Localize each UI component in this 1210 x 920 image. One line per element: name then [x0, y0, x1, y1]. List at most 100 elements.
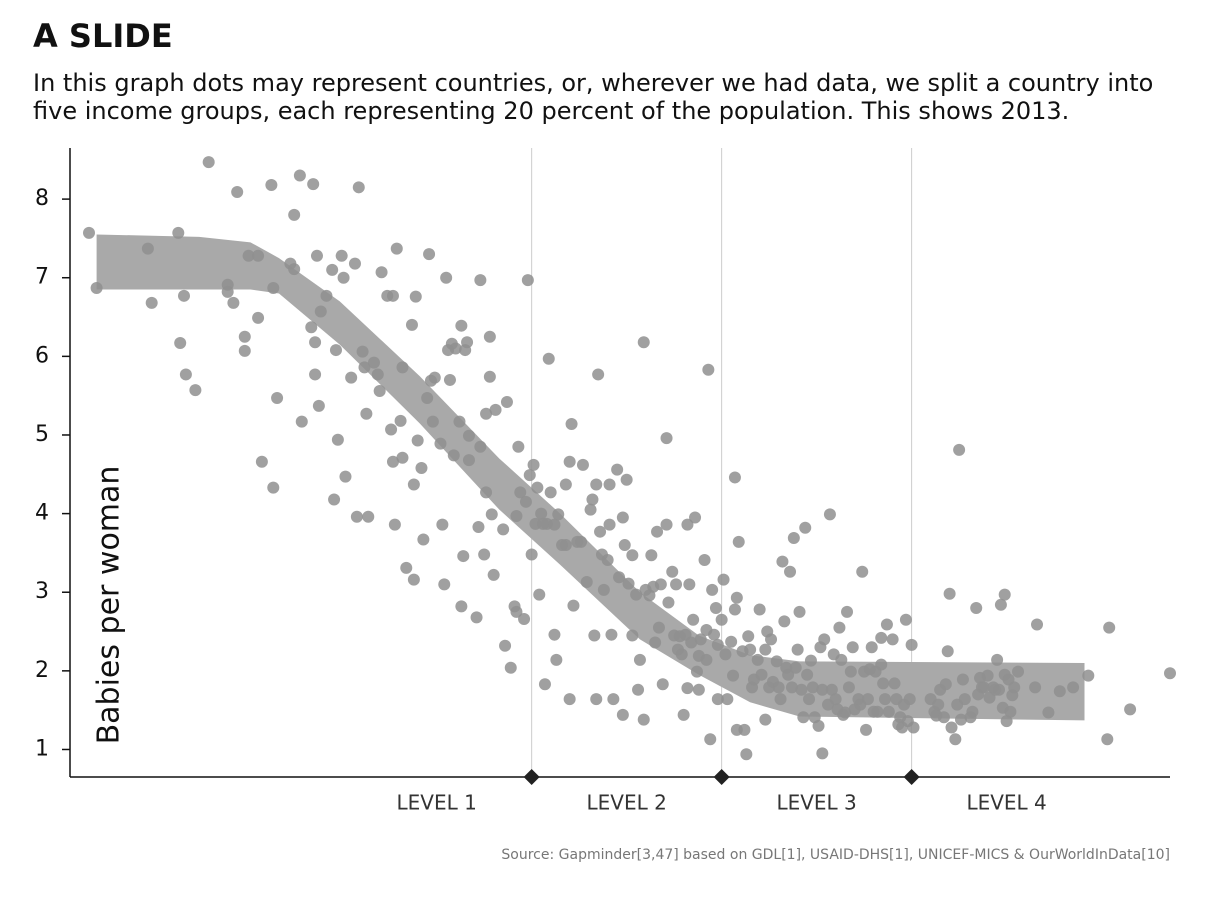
dot — [525, 548, 538, 561]
dot — [806, 681, 819, 694]
dot — [787, 531, 800, 544]
dot — [816, 747, 829, 760]
dot — [348, 257, 361, 270]
y-tick-label: 5 — [35, 422, 49, 447]
y-tick-label: 3 — [35, 579, 49, 604]
dot — [1164, 667, 1176, 680]
dot — [434, 437, 447, 450]
dot — [172, 226, 185, 239]
dot — [715, 613, 728, 626]
level-label: LEVEL 4 — [966, 791, 1046, 815]
dot — [411, 434, 424, 447]
dot — [145, 296, 158, 309]
dot — [666, 565, 679, 578]
dot — [645, 549, 658, 562]
dot — [652, 621, 665, 634]
dot — [651, 525, 664, 538]
dot — [485, 508, 498, 521]
dot — [309, 336, 322, 349]
dot — [949, 733, 962, 746]
dot — [882, 705, 895, 718]
dot — [385, 423, 398, 436]
dot — [455, 600, 468, 613]
dot — [497, 523, 510, 536]
dot — [905, 638, 918, 651]
dot — [685, 636, 698, 649]
dot — [932, 698, 945, 711]
dot — [991, 653, 1004, 666]
dot — [312, 399, 325, 412]
dot — [886, 633, 899, 646]
dot — [358, 361, 371, 374]
dot — [804, 654, 817, 667]
dot — [544, 486, 557, 499]
dot — [605, 628, 618, 641]
dot — [875, 658, 888, 671]
dot — [265, 178, 278, 191]
dot — [179, 368, 192, 381]
dot — [616, 511, 629, 524]
dot — [594, 525, 607, 538]
dot — [956, 673, 969, 686]
dot — [521, 274, 534, 287]
dot — [708, 628, 721, 641]
dot — [865, 641, 878, 654]
dot — [711, 638, 724, 651]
dot — [480, 486, 493, 499]
dot — [542, 352, 555, 365]
dot — [795, 683, 808, 696]
dot — [958, 693, 971, 706]
dot — [711, 693, 724, 706]
dot — [899, 613, 912, 626]
dot — [977, 681, 990, 694]
dot — [662, 596, 675, 609]
dot — [784, 565, 797, 578]
dot — [727, 669, 740, 682]
dot — [470, 611, 483, 624]
dot — [856, 565, 869, 578]
dot — [601, 553, 614, 566]
dot — [417, 533, 430, 546]
dot — [288, 263, 301, 276]
dot — [818, 633, 831, 646]
dot — [955, 713, 968, 726]
dot — [791, 643, 804, 656]
dot — [603, 518, 616, 531]
dot — [649, 636, 662, 649]
dot — [575, 535, 588, 548]
dot — [1008, 681, 1021, 694]
y-axis-label: Babies per woman — [92, 466, 127, 745]
dot — [945, 721, 958, 734]
dot — [841, 605, 854, 618]
subtitle: In this graph dots may represent countri… — [33, 69, 1153, 97]
dot — [694, 633, 707, 646]
dot — [242, 249, 255, 262]
dot — [565, 417, 578, 430]
dot — [375, 266, 388, 279]
dot — [846, 641, 859, 654]
dot — [415, 462, 428, 475]
level-label: LEVEL 2 — [586, 791, 666, 815]
dot — [616, 708, 629, 721]
dot — [812, 719, 825, 732]
dot — [875, 631, 888, 644]
dot — [514, 486, 527, 499]
dot — [339, 470, 352, 483]
dot — [400, 561, 413, 574]
dot — [238, 344, 251, 357]
dot — [438, 578, 451, 591]
dot — [221, 285, 234, 298]
level-marker — [523, 769, 540, 785]
dot — [1004, 705, 1017, 718]
dot — [293, 169, 306, 182]
dot — [953, 443, 966, 456]
dot — [603, 478, 616, 491]
dot — [880, 618, 893, 631]
dot — [443, 373, 456, 386]
dot — [611, 463, 624, 476]
dot — [728, 471, 741, 484]
dot — [704, 733, 717, 746]
dot — [1029, 681, 1042, 694]
dot — [423, 248, 436, 261]
dot — [409, 290, 422, 303]
